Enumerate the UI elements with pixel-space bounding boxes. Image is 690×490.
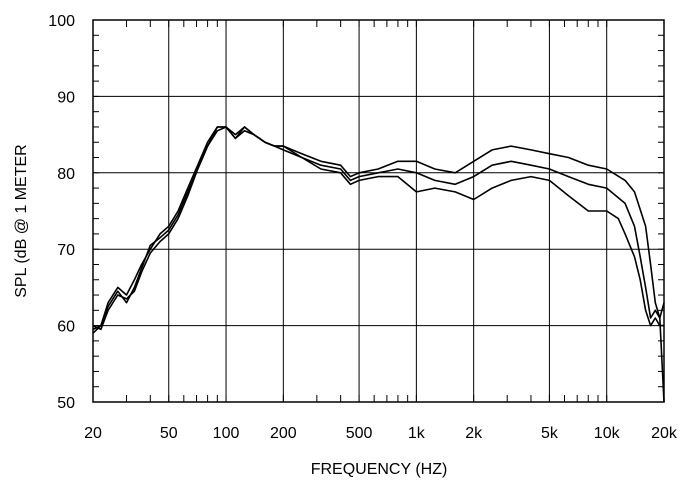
y-tick-labels: 50 60 70 80 90 100 <box>48 13 75 412</box>
x-tick-labels: 20 50 100 200 500 1k 2k 5k 10k 20k <box>84 425 678 442</box>
y-tick-label: 60 <box>57 319 75 336</box>
x-tick-label: 2k <box>465 425 483 442</box>
y-tick-label: 90 <box>57 89 75 106</box>
x-axis-title: FREQUENCY (HZ) <box>311 461 448 478</box>
series-line-2 <box>92 126 665 331</box>
x-tick-label: 500 <box>346 425 373 442</box>
x-tick-label: 1k <box>408 425 426 442</box>
x-tick-label: 50 <box>160 425 178 442</box>
x-tick-label: 20 <box>84 425 102 442</box>
y-tick-label: 100 <box>48 13 75 30</box>
plot-frame <box>92 19 665 403</box>
y-tick-label: 80 <box>57 166 75 183</box>
series-line-1 <box>92 126 665 403</box>
series-line-3 <box>92 126 664 331</box>
y-tick-label: 70 <box>57 242 75 259</box>
x-tick-label: 200 <box>270 425 297 442</box>
y-axis-title: SPL (dB @ 1 METER <box>13 144 30 297</box>
x-tick-label: 100 <box>213 425 240 442</box>
series-group <box>92 126 665 403</box>
tick-marks <box>93 19 664 403</box>
x-tick-label: 5k <box>541 425 559 442</box>
x-tick-label: 20k <box>651 425 678 442</box>
x-tick-label: 10k <box>594 425 621 442</box>
y-tick-label: 50 <box>57 395 75 412</box>
